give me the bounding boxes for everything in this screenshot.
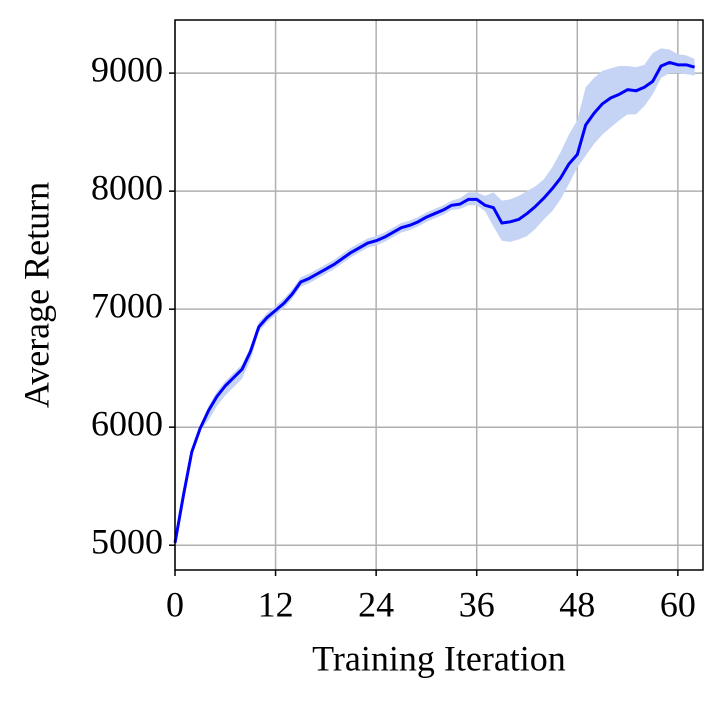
y-tick-label: 6000 xyxy=(91,403,163,443)
grid xyxy=(174,20,703,570)
x-tick-label: 60 xyxy=(660,584,696,624)
y-tick-label: 5000 xyxy=(91,521,163,561)
plot xyxy=(173,48,696,545)
y-tick-label: 8000 xyxy=(91,167,163,207)
plot-frame xyxy=(174,19,704,571)
line xyxy=(173,60,696,544)
x-tick-label: 0 xyxy=(166,584,184,624)
y-tick-label: 9000 xyxy=(91,49,163,89)
x-tick-label: 12 xyxy=(258,584,294,624)
y-axis-label: Average Return xyxy=(16,182,56,408)
y-tick-label: 7000 xyxy=(91,285,163,325)
x-tick-label: 48 xyxy=(559,584,595,624)
x-axis-label: Training Iteration xyxy=(312,638,566,678)
x-tick-label: 24 xyxy=(358,584,394,624)
x-tick-label: 36 xyxy=(459,584,495,624)
